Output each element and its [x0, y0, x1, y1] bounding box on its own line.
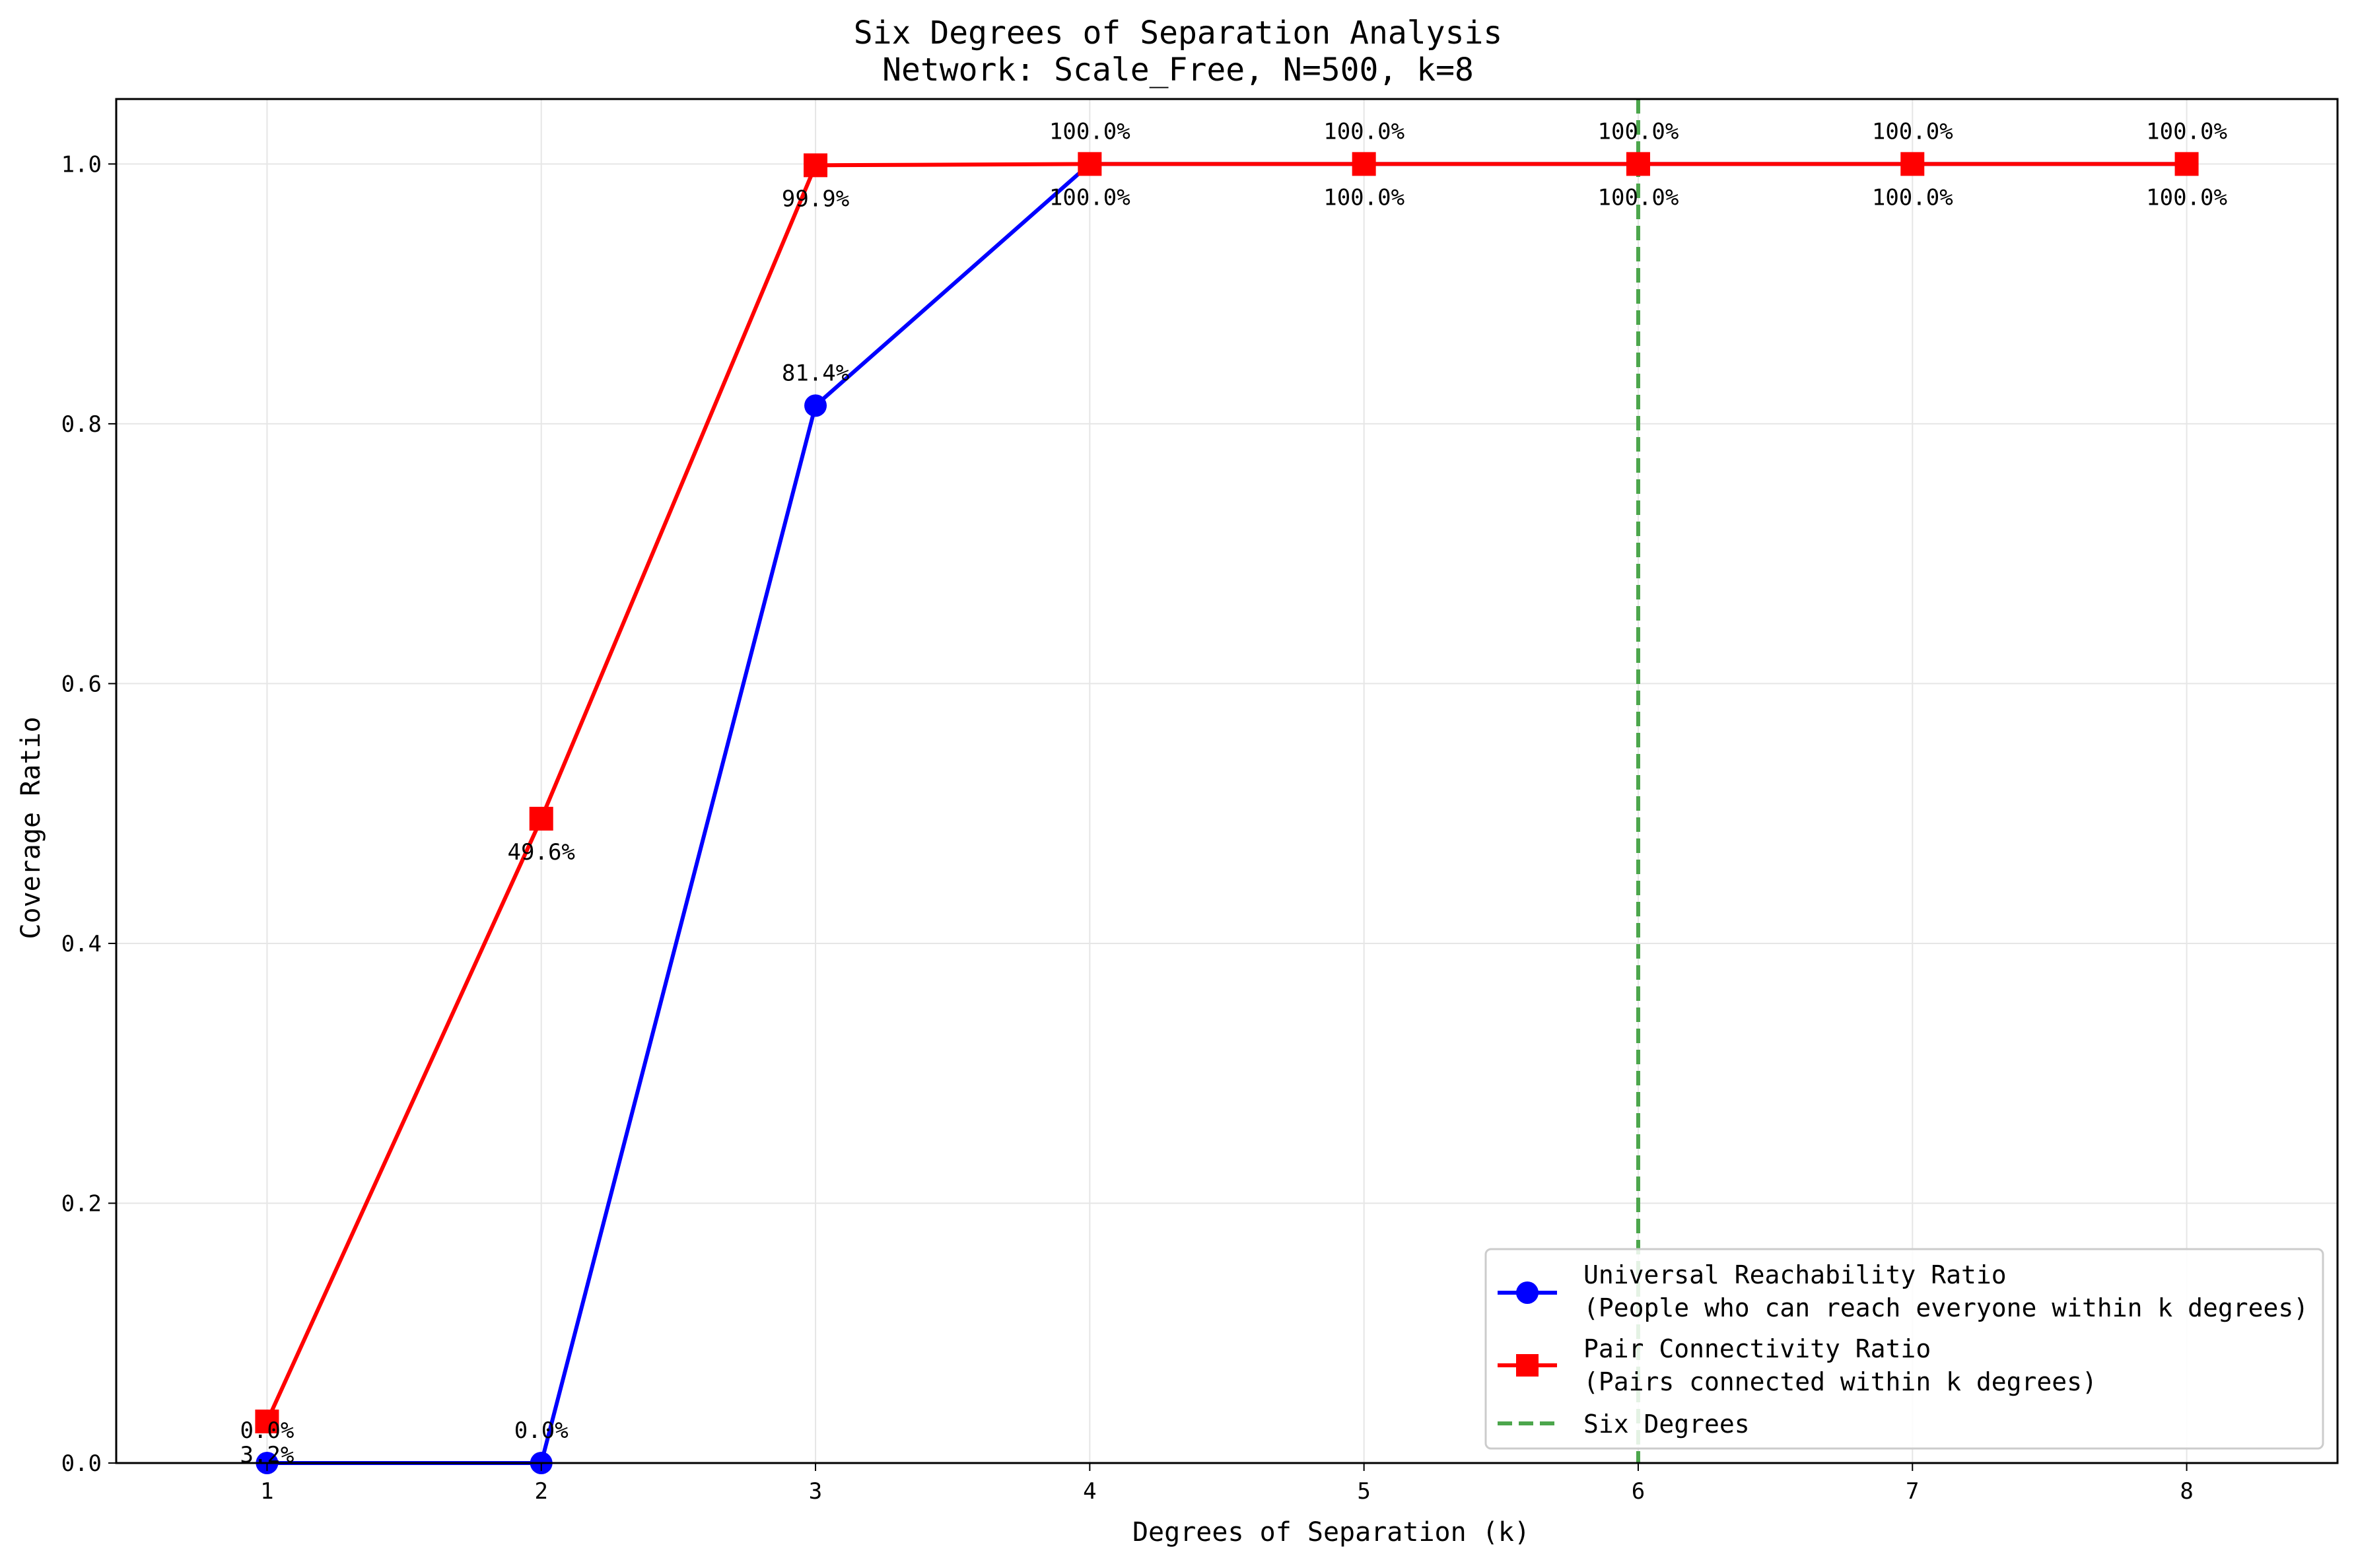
chart-title: Six Degrees of Separation Analysis — [854, 15, 1503, 51]
universal-point — [804, 394, 827, 417]
x-axis-label: Degrees of Separation (k) — [1132, 1517, 1530, 1548]
pair-point — [529, 807, 553, 831]
legend-pair-marker — [1516, 1354, 1539, 1377]
x-tick-label: 4 — [1083, 1478, 1096, 1505]
pair-point — [1078, 152, 1102, 176]
pair-data-label: 100.0% — [2146, 184, 2227, 211]
x-tick-label: 6 — [1632, 1478, 1645, 1505]
x-tick-label: 5 — [1357, 1478, 1370, 1505]
x-tick-label: 3 — [809, 1478, 822, 1505]
legend-universal-name: Universal Reachability Ratio — [1583, 1260, 2007, 1289]
legend-universal-description: (People who can reach everyone within k … — [1583, 1293, 2308, 1322]
legend-pair-name: Pair Connectivity Ratio — [1583, 1334, 1931, 1363]
pair-point — [804, 153, 828, 178]
pair-data-label: 49.6% — [508, 839, 575, 866]
series-layer — [255, 152, 2199, 1474]
legend-frame — [1484, 1248, 2324, 1450]
y-tick-label: 0.2 — [61, 1190, 102, 1217]
pair-point — [255, 1410, 279, 1434]
pair-data-label: 100.0% — [1323, 184, 1404, 211]
chart-subtitle: Network: Scale_Free, N=500, k=8 — [882, 51, 1474, 88]
pair-data-label: 99.9% — [782, 186, 849, 212]
x-tick-label: 2 — [534, 1478, 547, 1505]
y-axis-label: Coverage Ratio — [16, 716, 46, 939]
y-tick-label: 0.4 — [61, 931, 102, 957]
universal-data-label: 100.0% — [1872, 118, 1953, 145]
plot-area-frame — [115, 98, 2339, 1464]
legend-universal-marker — [1516, 1281, 1539, 1304]
universal-data-label: 100.0% — [1049, 118, 1130, 145]
y-tick-label: 0.0 — [61, 1450, 102, 1477]
legend-pair-description: (Pairs connected within k degrees) — [1583, 1367, 2097, 1396]
axis-ticks: 1 2 3 4 5 6 7 8 0.0 0.2 0.4 0.6 0.8 1.0 — [61, 151, 2194, 1505]
universal-data-label: 0.0% — [514, 1417, 569, 1444]
pair-data-label: 100.0% — [1049, 184, 1130, 211]
pair-data-label: 100.0% — [1598, 184, 1679, 211]
y-tick-label: 0.8 — [61, 411, 102, 438]
x-tick-label: 7 — [1906, 1478, 1919, 1505]
universal-data-label: 81.4% — [782, 360, 849, 386]
y-tick-label: 1.0 — [61, 151, 102, 178]
x-tick-label: 1 — [260, 1478, 273, 1505]
y-tick-label: 0.6 — [61, 671, 102, 697]
pair-series-line — [265, 162, 2187, 1423]
universal-data-label: 100.0% — [1323, 118, 1404, 145]
pair-point — [1900, 152, 1925, 176]
pair-point — [2174, 152, 2199, 176]
pair-point — [1352, 152, 1376, 176]
x-tick-label: 8 — [2180, 1478, 2193, 1505]
universal-data-label: 100.0% — [2146, 118, 2227, 145]
universal-data-label: 100.0% — [1598, 118, 1679, 145]
universal-data-label: 0.0% — [240, 1417, 294, 1444]
pair-point — [1626, 152, 1650, 176]
legend: Universal Reachability Ratio (People who… — [1484, 1248, 2324, 1450]
pair-data-label: 100.0% — [1872, 184, 1953, 211]
data-label-layer: 0.0% 0.0% 81.4% 100.0% 100.0% 100.0% 100.0% 100… — [240, 118, 2227, 1468]
legend-six-degrees-label: Six Degrees — [1583, 1410, 1750, 1439]
